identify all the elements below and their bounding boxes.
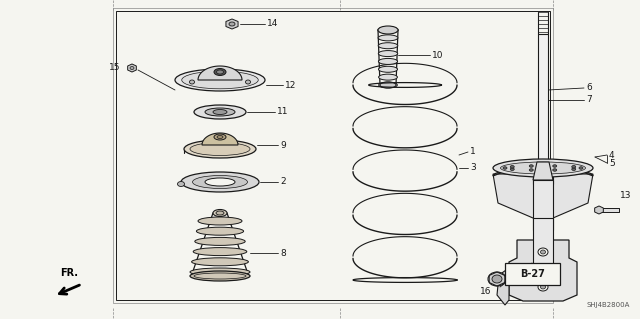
Ellipse shape [194,105,246,119]
Ellipse shape [217,136,223,138]
Ellipse shape [500,162,586,174]
Text: 16: 16 [480,287,492,296]
Ellipse shape [196,227,244,235]
Text: 1: 1 [470,147,476,157]
Ellipse shape [541,285,545,289]
Ellipse shape [181,172,259,192]
Polygon shape [497,268,509,305]
Ellipse shape [510,166,515,168]
Text: 9: 9 [280,140,285,150]
Ellipse shape [190,268,250,276]
Ellipse shape [175,69,265,91]
Ellipse shape [553,165,557,167]
Ellipse shape [213,109,227,115]
Ellipse shape [378,43,398,49]
Ellipse shape [503,167,507,169]
Text: 8: 8 [280,249,285,257]
Ellipse shape [579,167,583,169]
Ellipse shape [572,166,576,168]
Ellipse shape [182,71,259,89]
Polygon shape [226,19,238,29]
Ellipse shape [198,217,242,225]
Bar [533,162,553,184]
Text: 13: 13 [620,191,632,201]
Ellipse shape [195,237,245,245]
Polygon shape [127,64,136,72]
Ellipse shape [189,80,195,84]
Ellipse shape [191,258,248,266]
Ellipse shape [541,250,545,254]
Ellipse shape [529,165,533,167]
Ellipse shape [572,168,576,170]
Ellipse shape [184,140,256,158]
Polygon shape [509,240,577,301]
Text: 7: 7 [586,95,592,105]
Bar [538,34,548,162]
Ellipse shape [488,272,506,286]
Bar [116,11,550,300]
Text: 11: 11 [277,108,289,116]
Ellipse shape [194,273,246,279]
Polygon shape [493,174,593,218]
Text: 3: 3 [470,164,476,173]
Ellipse shape [177,182,184,187]
Text: 12: 12 [285,80,296,90]
Ellipse shape [213,210,227,217]
Ellipse shape [193,175,248,189]
Text: 15: 15 [109,63,120,72]
Ellipse shape [378,26,398,34]
Ellipse shape [379,82,397,88]
Text: 14: 14 [267,19,278,28]
Ellipse shape [379,74,397,80]
Ellipse shape [538,283,548,291]
Ellipse shape [378,27,398,33]
Ellipse shape [378,66,397,72]
Text: FR.: FR. [60,268,78,278]
Bar [533,218,553,265]
Ellipse shape [214,69,226,76]
Text: 4: 4 [609,151,614,160]
Ellipse shape [380,82,396,88]
Polygon shape [595,206,604,214]
Bar [113,8,553,303]
Text: B-27: B-27 [520,269,545,279]
Ellipse shape [378,35,398,41]
Ellipse shape [193,248,247,256]
Ellipse shape [538,248,548,256]
Bar [505,263,560,285]
Bar [599,208,619,212]
Polygon shape [202,133,238,145]
Ellipse shape [190,271,250,281]
Text: 5: 5 [609,159,615,167]
Ellipse shape [493,159,593,177]
Ellipse shape [246,80,250,84]
Text: SHJ4B2800A: SHJ4B2800A [587,302,630,308]
Polygon shape [198,66,242,80]
Ellipse shape [216,211,224,215]
Ellipse shape [205,178,235,186]
Ellipse shape [553,169,557,171]
Ellipse shape [214,134,226,140]
Ellipse shape [529,169,533,171]
Ellipse shape [378,51,397,56]
Text: 10: 10 [432,50,444,60]
Ellipse shape [130,66,134,70]
Ellipse shape [229,22,235,26]
Bar [533,180,553,230]
Ellipse shape [190,143,250,155]
Ellipse shape [205,108,235,116]
Text: 2: 2 [280,177,285,187]
Text: 6: 6 [586,84,592,93]
Ellipse shape [378,58,397,64]
Ellipse shape [510,168,515,170]
Polygon shape [493,164,593,176]
Ellipse shape [216,70,223,74]
Ellipse shape [492,275,502,283]
Polygon shape [533,162,553,180]
